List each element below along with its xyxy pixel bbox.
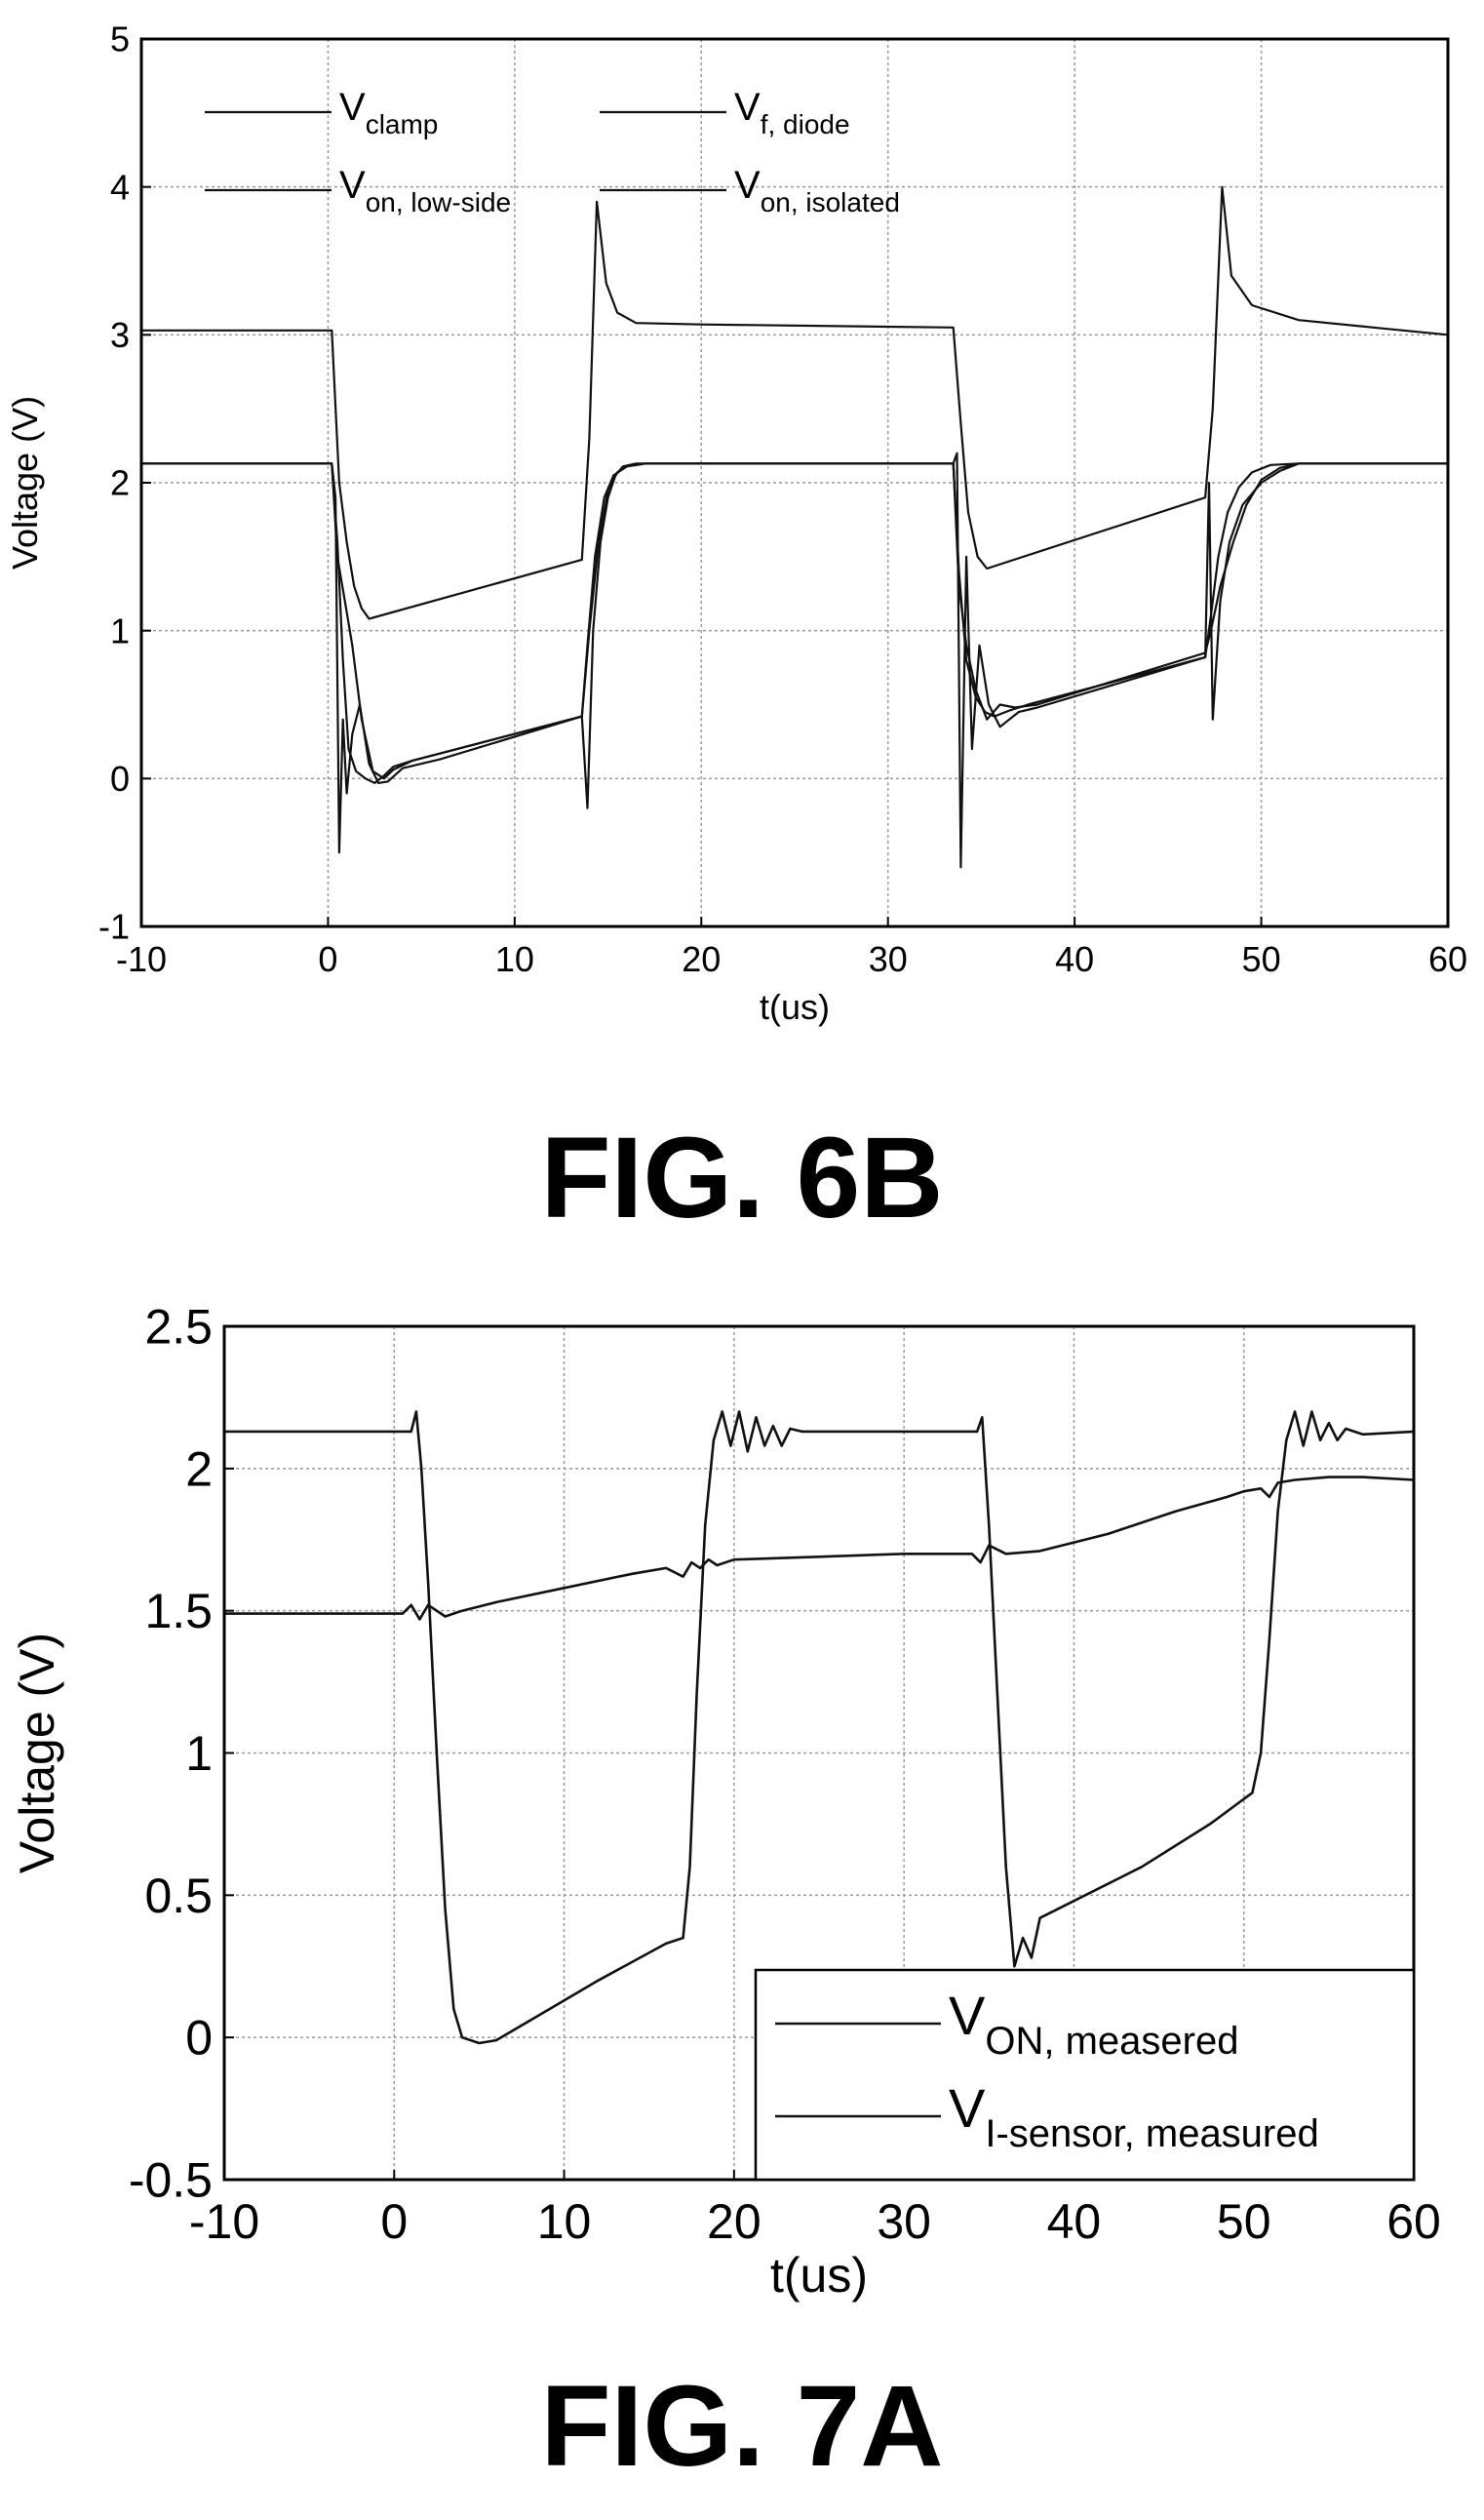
y-tick-label: 2 bbox=[185, 1441, 213, 1496]
x-tick-label: 0 bbox=[380, 2194, 408, 2249]
x-tick-label: 40 bbox=[1047, 2194, 1102, 2249]
y-tick-label: 3 bbox=[110, 315, 130, 355]
y-tick-label: -1 bbox=[98, 907, 130, 947]
series-line-2 bbox=[224, 1476, 1415, 1621]
x-tick-label: 60 bbox=[1386, 2194, 1441, 2249]
y-axis-label: Voltage (V) bbox=[10, 1633, 64, 1873]
x-tick-label: 50 bbox=[1242, 939, 1281, 979]
y-tick-label: -0.5 bbox=[129, 2153, 213, 2208]
x-tick-label: 20 bbox=[682, 939, 721, 979]
legend-label-1: Vclamp bbox=[339, 86, 438, 139]
x-tick-label: 0 bbox=[318, 939, 337, 979]
y-tick-label: 1 bbox=[110, 610, 130, 650]
x-tick-label: 30 bbox=[869, 939, 908, 979]
legend-label-2: Vf, diode bbox=[734, 86, 850, 139]
x-tick-label: 10 bbox=[537, 2194, 592, 2249]
y-tick-label: 4 bbox=[110, 167, 130, 207]
y-tick-label: 0.5 bbox=[144, 1869, 213, 1923]
legend-label-1: VON, measered bbox=[949, 1985, 1238, 2063]
legend-label-4: Von, isolated bbox=[734, 164, 900, 217]
x-tick-label: 60 bbox=[1428, 939, 1467, 979]
y-tick-label: 2 bbox=[110, 463, 130, 503]
x-tick-label: -10 bbox=[189, 2194, 259, 2249]
x-tick-label: -10 bbox=[116, 939, 167, 979]
x-tick-label: 10 bbox=[495, 939, 534, 979]
y-tick-label: 1 bbox=[185, 1726, 213, 1781]
legend-label-2: VI-sensor, measured bbox=[949, 2077, 1319, 2155]
y-axis-label: Voltage (V) bbox=[5, 396, 45, 570]
y-tick-label: 0 bbox=[110, 759, 130, 799]
y-tick-label: 2.5 bbox=[144, 1300, 213, 1355]
chart-fig-7a: -10 0 10 20 30 40 50 60 -0.5 0 0.5 1 1.5 2 2.5 t(us) Vol… bbox=[10, 1300, 1441, 2303]
series-line-1 bbox=[224, 1410, 1415, 2045]
x-tick-label: 20 bbox=[707, 2194, 762, 2249]
x-tick-label: 50 bbox=[1217, 2194, 1271, 2249]
y-tick-label: 0 bbox=[185, 2011, 213, 2066]
y-tick-label: 5 bbox=[110, 20, 130, 59]
figure-caption-7a: FIG. 7A bbox=[540, 2362, 944, 2491]
x-axis-label: t(us) bbox=[760, 987, 830, 1027]
legend-label-3: Von, low-side bbox=[339, 164, 511, 217]
series-line-4 bbox=[141, 462, 1448, 780]
x-tick-label: 30 bbox=[877, 2194, 931, 2249]
x-axis-label: t(us) bbox=[770, 2248, 868, 2303]
legend-box bbox=[754, 1968, 1416, 2182]
y-tick-label: 1.5 bbox=[144, 1584, 213, 1638]
series-line-3 bbox=[141, 452, 1448, 869]
figure-caption-6b: FIG. 6B bbox=[540, 1114, 944, 1242]
series-line-1 bbox=[141, 185, 1449, 620]
x-tick-label: 40 bbox=[1055, 939, 1094, 979]
